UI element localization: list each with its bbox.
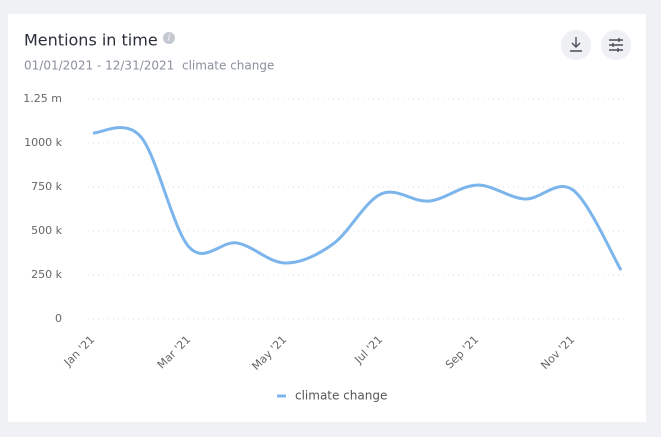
- chart-title: Mentions in time: [24, 31, 158, 50]
- y-tick-label: 1.25 m: [23, 92, 62, 105]
- y-tick-label: 500 k: [31, 224, 62, 237]
- y-tick-label: 1000 k: [24, 136, 62, 149]
- svg-text:i: i: [168, 34, 171, 44]
- y-tick-label: 250 k: [31, 268, 62, 281]
- settings-button[interactable]: [601, 30, 631, 60]
- y-tick-label: 0: [55, 312, 62, 325]
- card: [8, 14, 646, 422]
- chart-query: climate change: [182, 59, 274, 73]
- info-icon[interactable]: i: [163, 32, 175, 44]
- y-tick-label: 750 k: [31, 180, 62, 193]
- download-button[interactable]: [561, 30, 591, 60]
- legend-label: climate change: [295, 389, 387, 403]
- chart-subtitle: 01/01/2021 - 12/31/2021: [24, 59, 174, 73]
- line: [92, 126, 623, 271]
